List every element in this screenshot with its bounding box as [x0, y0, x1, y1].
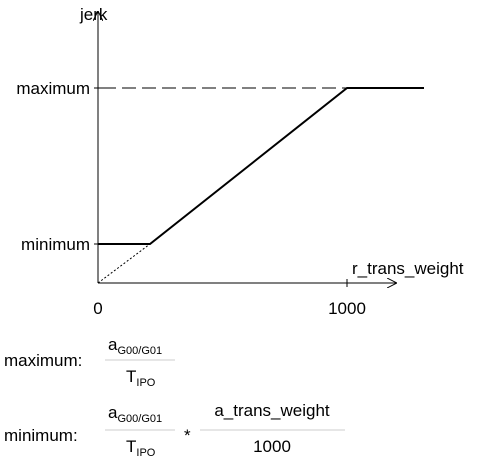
x-axis-label: r_trans_weight — [352, 259, 464, 278]
jerk-curve — [98, 87, 424, 245]
numerator: aG00/G01 — [108, 403, 162, 425]
x-tick-label: 0 — [93, 299, 102, 318]
denominator: 1000 — [253, 437, 291, 456]
x-tick-label: 1000 — [328, 299, 366, 318]
y-level-label: maximum — [16, 79, 90, 98]
y-axis-label: jerk — [79, 5, 108, 24]
extrapolation — [97, 243, 151, 284]
operator: * — [184, 426, 191, 445]
numerator: aG00/G01 — [108, 335, 162, 357]
formula-label: minimum: — [4, 426, 78, 445]
denominator: TIPO — [126, 367, 156, 389]
denominator: TIPO — [126, 437, 156, 459]
formula-label: maximum: — [4, 351, 82, 370]
numerator: a_trans_weight — [214, 401, 330, 420]
y-level-label: minimum — [21, 235, 90, 254]
